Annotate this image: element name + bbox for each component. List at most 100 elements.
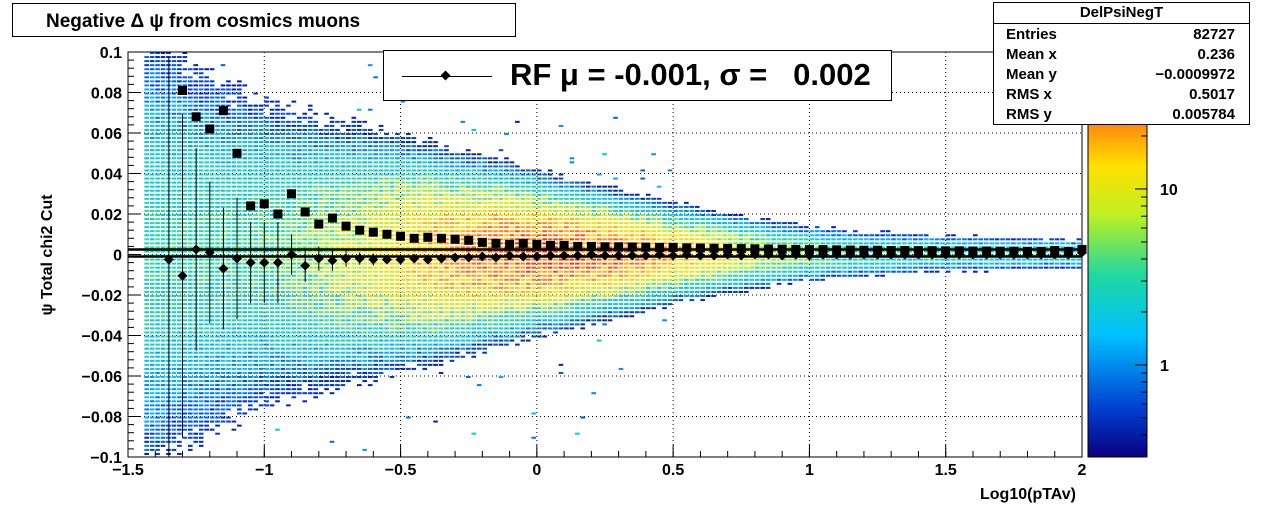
heatmap-cell — [340, 133, 346, 136]
heatmap-cell — [465, 307, 471, 310]
heatmap-cell — [493, 286, 498, 289]
heatmap-cell — [160, 76, 166, 79]
heatmap-cell — [182, 396, 188, 399]
heatmap-cell — [187, 299, 193, 302]
heatmap-cell — [160, 52, 166, 55]
heatmap-cell — [269, 290, 275, 293]
heatmap-cell — [171, 234, 177, 237]
heatmap-cell — [389, 149, 395, 152]
heatmap-cell — [182, 323, 188, 326]
heatmap-cell — [307, 197, 313, 200]
heatmap-cell — [242, 100, 248, 103]
heatmap-cell — [400, 274, 406, 277]
heatmap-cell — [171, 327, 177, 330]
heatmap-cell — [427, 359, 433, 362]
heatmap-cell — [226, 193, 231, 196]
heatmap-cell — [460, 250, 466, 253]
heatmap-cell — [335, 141, 340, 144]
heatmap-cell — [198, 396, 204, 399]
heatmap-cell — [384, 367, 389, 370]
heatmap-cell — [416, 185, 422, 188]
heatmap-cell — [187, 173, 193, 176]
heatmap-cell — [144, 64, 149, 67]
heatmap-cell — [198, 315, 204, 318]
heatmap-cell — [220, 177, 226, 180]
heatmap-cell — [367, 319, 373, 322]
heatmap-cell — [400, 266, 406, 269]
heatmap-cell — [209, 222, 215, 225]
heatmap-cell — [378, 303, 384, 306]
heatmap-cell — [149, 331, 155, 334]
heatmap-cell — [209, 100, 215, 103]
heatmap-cell — [362, 205, 368, 208]
heatmap-cell — [356, 165, 362, 168]
heatmap-cell — [187, 88, 193, 91]
heatmap-cell — [416, 311, 422, 314]
heatmap-cell — [471, 262, 477, 265]
heatmap-cell — [204, 327, 209, 330]
heatmap-cell — [389, 197, 395, 200]
heatmap-cell — [144, 153, 149, 156]
heatmap-cell — [302, 181, 308, 184]
heatmap-cell — [198, 242, 204, 245]
heatmap-cell — [427, 319, 433, 322]
heatmap-cell — [536, 173, 542, 176]
heatmap-cell — [542, 242, 547, 245]
heatmap-cell — [422, 201, 428, 204]
heatmap-cell — [302, 315, 308, 318]
heatmap-cell — [160, 177, 166, 180]
heatmap-cell — [209, 428, 215, 431]
heatmap-cell — [231, 230, 237, 233]
heatmap-cell — [433, 230, 438, 233]
heatmap-cell — [346, 173, 351, 176]
heatmap-cell — [482, 222, 487, 225]
heatmap-cell — [356, 359, 362, 362]
heatmap-cell — [182, 295, 188, 298]
heatmap-cell — [231, 92, 237, 95]
heatmap-cell — [476, 327, 482, 330]
heatmap-cell — [384, 323, 389, 326]
heatmap-cell — [515, 327, 520, 330]
heatmap-cell — [504, 262, 509, 265]
heatmap-cell — [373, 307, 378, 310]
heatmap-cell — [416, 262, 422, 265]
heatmap-cell — [155, 88, 160, 91]
heatmap-cell — [144, 205, 149, 208]
heatmap-cell — [416, 266, 422, 269]
heatmap-cell — [187, 128, 193, 131]
heatmap-cell — [182, 185, 188, 188]
heatmap-cell — [384, 250, 389, 253]
heatmap-cell — [144, 266, 149, 269]
heatmap-cell — [144, 343, 149, 346]
heatmap-cell — [406, 335, 411, 338]
heatmap-cell — [171, 295, 177, 298]
heatmap-cell — [487, 270, 493, 273]
heatmap-cell — [231, 177, 237, 180]
heatmap-cell — [476, 205, 482, 208]
heatmap-cell — [198, 436, 204, 439]
heatmap-cell — [171, 270, 177, 273]
heatmap-cell — [536, 230, 542, 233]
heatmap-cell — [487, 327, 493, 330]
heatmap-cell — [427, 181, 433, 184]
heatmap-cell — [193, 408, 199, 411]
heatmap-cell — [531, 201, 537, 204]
heatmap-cell — [373, 141, 378, 144]
heatmap-cell — [433, 185, 438, 188]
heatmap-cell — [444, 238, 449, 241]
heatmap-cell — [476, 266, 482, 269]
heatmap-cell — [536, 222, 542, 225]
heatmap-cell — [231, 266, 237, 269]
heatmap-cell — [460, 153, 466, 156]
heatmap-cell — [160, 250, 166, 253]
heatmap-cell — [253, 408, 259, 411]
heatmap-cell — [487, 303, 493, 306]
heatmap-cell — [149, 60, 155, 63]
heatmap-cell — [411, 165, 417, 168]
heatmap-cell — [155, 327, 160, 330]
heatmap-cell — [204, 274, 209, 277]
heatmap-cell — [247, 311, 253, 314]
heatmap-cell — [177, 266, 182, 269]
heatmap-cell — [438, 371, 444, 374]
heatmap-cell — [286, 181, 291, 184]
